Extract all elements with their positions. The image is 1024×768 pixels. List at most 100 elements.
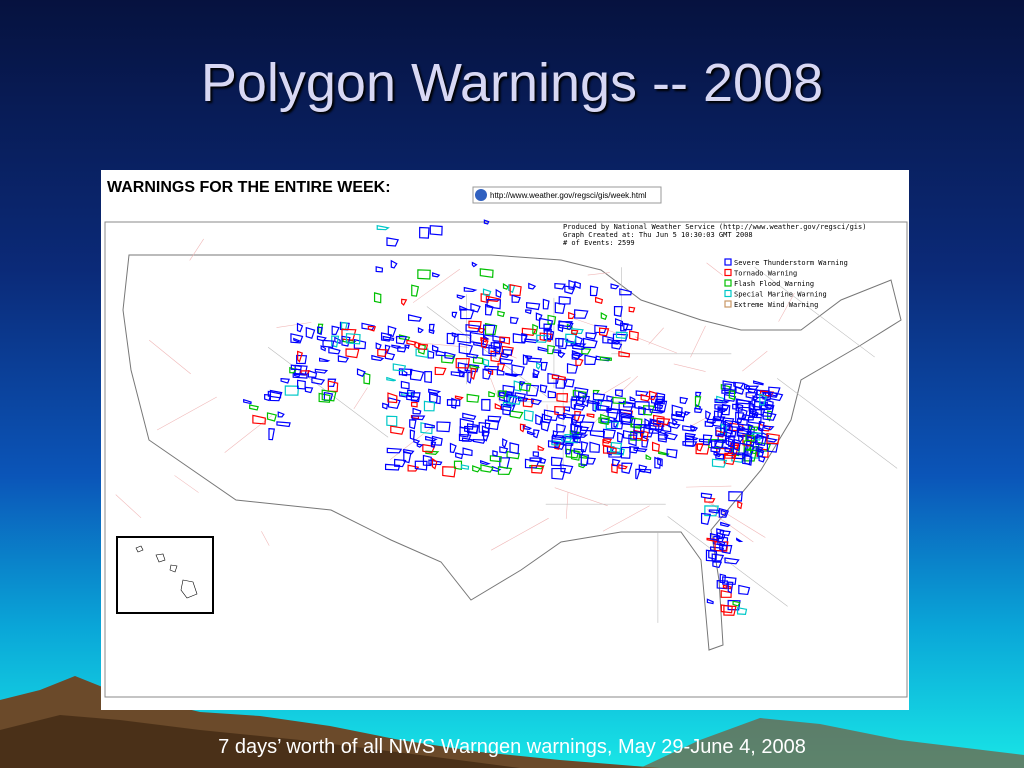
state-border [426, 306, 548, 397]
warning-polygon [628, 306, 636, 313]
warning-polygon [620, 446, 632, 459]
warning-polygon [755, 445, 764, 453]
warning-polygon [318, 357, 331, 362]
warning-polygon [565, 333, 578, 344]
warning-polygon [704, 497, 716, 503]
road [648, 327, 664, 345]
warning-polygon [522, 424, 533, 430]
warning-polygon [410, 401, 418, 408]
warning-polygon [649, 390, 658, 401]
warning-polygon [628, 434, 637, 447]
warning-polygon [684, 411, 691, 416]
warning-polygon [514, 392, 527, 400]
warning-polygon [432, 344, 439, 353]
warning-polygon [589, 430, 606, 438]
warning-polygon [266, 412, 277, 422]
warning-polygon [547, 440, 559, 449]
warning-polygon [768, 386, 781, 397]
state-border [776, 378, 898, 469]
warning-polygon [290, 333, 304, 344]
warning-polygon [610, 441, 623, 453]
warning-polygon [472, 438, 486, 444]
warning-polygon [602, 428, 616, 439]
warning-polygon [714, 439, 726, 449]
warning-polygon [377, 348, 389, 358]
legend-label: Flash Flood Warning [734, 280, 814, 288]
warning-polygon [724, 446, 733, 453]
warning-polygon [721, 544, 733, 555]
legend-swatch [724, 279, 732, 287]
warning-polygon [753, 380, 764, 386]
warning-polygon [382, 402, 389, 410]
warning-polygon [600, 413, 611, 425]
warning-polygon [712, 561, 723, 569]
warning-polygon [321, 389, 337, 402]
warning-polygon [434, 366, 447, 376]
warning-polygon [481, 398, 491, 412]
road [690, 325, 706, 358]
warning-polygon [523, 409, 534, 422]
warning-polygon [556, 423, 567, 433]
warning-polygon [682, 425, 696, 432]
warning-polygon [457, 362, 471, 374]
warning-polygon [478, 327, 487, 334]
warning-polygon [292, 372, 308, 379]
warning-polygon [600, 312, 608, 320]
warning-polygon [455, 452, 464, 460]
warning-polygon [712, 418, 723, 427]
warning-polygon [715, 427, 726, 437]
warning-polygon [311, 377, 326, 385]
warning-polygon [718, 507, 729, 518]
warning-polygon [390, 425, 405, 435]
warning-polygon [490, 350, 502, 363]
warning-polygon [589, 285, 599, 297]
warning-polygon [629, 446, 640, 454]
warning-polygon [763, 425, 775, 431]
warning-polygon [331, 335, 340, 348]
warning-polygon [705, 410, 712, 420]
warning-polygon [317, 326, 323, 336]
warning-polygon [386, 447, 403, 454]
warning-polygon [654, 400, 661, 412]
warning-polygon [668, 421, 681, 429]
road [261, 531, 270, 546]
us-outline [122, 254, 902, 651]
warning-polygon [620, 322, 629, 332]
road [565, 492, 569, 519]
warning-polygon [497, 390, 507, 399]
warning-polygon [728, 491, 743, 502]
warning-polygon [759, 402, 773, 410]
warning-polygon [323, 391, 334, 401]
legend-swatch [724, 268, 732, 277]
warning-polygon [584, 354, 597, 365]
warning-polygon [522, 354, 529, 365]
info-line: Graph Created at: Thu Jun 5 10:30:03 GMT… [563, 231, 753, 239]
warning-polygon [459, 426, 470, 438]
warning-polygon [519, 423, 526, 433]
warning-polygon [466, 352, 479, 359]
legend-swatch [724, 300, 732, 308]
warning-polygon [539, 456, 547, 464]
warning-polygon [597, 399, 613, 411]
warning-polygon [727, 581, 734, 594]
legend-label: Special Marine Warning [734, 291, 827, 299]
warning-polygon [722, 380, 736, 391]
warning-polygon [546, 329, 555, 341]
warning-polygon [322, 339, 335, 348]
road [600, 377, 631, 396]
warning-polygon [682, 440, 698, 447]
warning-polygon [547, 344, 556, 355]
warning-polygon [469, 364, 481, 370]
warning-polygon [485, 303, 494, 316]
warning-polygon [361, 322, 376, 331]
warning-polygon [635, 468, 641, 480]
warning-polygon [384, 463, 401, 471]
warning-polygon [373, 292, 382, 304]
warning-polygon [623, 400, 636, 408]
warning-polygon [755, 435, 767, 447]
warning-polygon [720, 509, 728, 517]
warning-polygon [732, 441, 748, 454]
road [546, 404, 548, 420]
warning-polygon [563, 378, 575, 388]
warning-polygon [582, 337, 598, 349]
